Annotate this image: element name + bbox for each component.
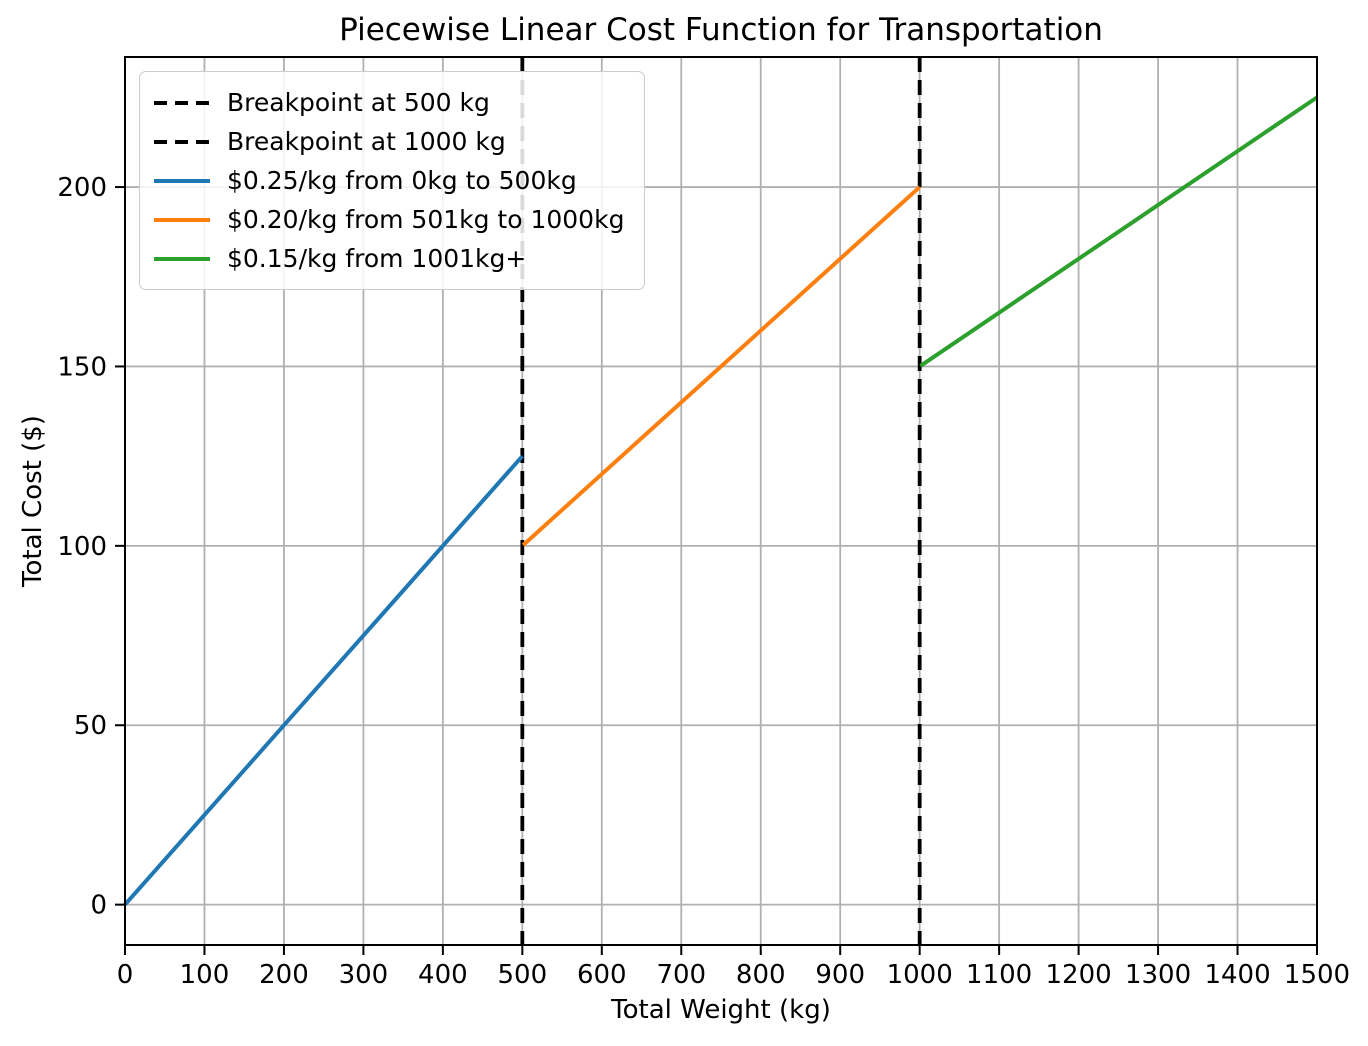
series-line <box>123 454 524 906</box>
series-lines <box>123 95 1319 906</box>
legend-item-label: $0.15/kg from 1001kg+ <box>227 244 527 273</box>
x-tick-label: 1300 <box>1125 960 1191 990</box>
legend-line-icon <box>154 178 210 183</box>
x-tick-label: 600 <box>577 960 627 990</box>
x-tick-label: 500 <box>498 960 548 990</box>
x-tick-label: 1200 <box>1046 960 1112 990</box>
legend-dashed-line-icon <box>154 139 210 144</box>
y-axis-label: Total Cost ($) <box>18 415 48 587</box>
legend-item-label: Breakpoint at 1000 kg <box>227 127 506 156</box>
ticks: 0 100 200 300 400 500 600 700 800 900 1000 1100 1200… <box>57 173 1350 990</box>
legend-line-icon <box>154 217 210 222</box>
legend-item: $0.20/kg from 501kg to 1000kg <box>153 200 624 239</box>
x-tick-label: 1500 <box>1284 960 1350 990</box>
legend-item: Breakpoint at 1000 kg <box>153 122 624 161</box>
x-tick-label: 800 <box>736 960 786 990</box>
legend-item: $0.15/kg from 1001kg+ <box>153 239 624 278</box>
chart-title: Piecewise Linear Cost Function for Trans… <box>339 12 1103 48</box>
legend-line-icon <box>154 256 210 261</box>
x-tick-label: 400 <box>418 960 468 990</box>
x-tick-label: 0 <box>117 960 134 990</box>
y-tick-label: 200 <box>57 173 107 203</box>
y-tick-label: 0 <box>90 891 107 921</box>
legend-item-label: Breakpoint at 500 kg <box>227 88 490 117</box>
legend-item-label: $0.20/kg from 501kg to 1000kg <box>227 205 625 234</box>
y-tick-label: 50 <box>74 711 107 741</box>
y-tick-label: 150 <box>57 352 107 382</box>
x-tick-label: 700 <box>656 960 706 990</box>
x-tick-label: 900 <box>815 960 865 990</box>
legend-item: Breakpoint at 500 kg <box>153 83 624 122</box>
series-line <box>919 95 1319 368</box>
legend-dashed-line-icon <box>154 100 210 105</box>
legend: Breakpoint at 500 kg Breakpoint at 1000 k… <box>139 71 646 290</box>
legend-item-label: $0.25/kg from 0kg to 500kg <box>227 166 577 195</box>
series-line <box>521 185 922 547</box>
legend-item: $0.25/kg from 0kg to 500kg <box>153 161 624 200</box>
x-tick-label: 1000 <box>887 960 953 990</box>
x-tick-label: 1100 <box>966 960 1032 990</box>
y-tick-label: 100 <box>57 532 107 562</box>
x-tick-label: 300 <box>339 960 389 990</box>
x-tick-label: 1400 <box>1204 960 1270 990</box>
x-axis-label: Total Weight (kg) <box>611 995 831 1025</box>
x-tick-label: 100 <box>180 960 230 990</box>
axes-spines <box>124 56 1318 946</box>
x-tick-label: 200 <box>259 960 309 990</box>
